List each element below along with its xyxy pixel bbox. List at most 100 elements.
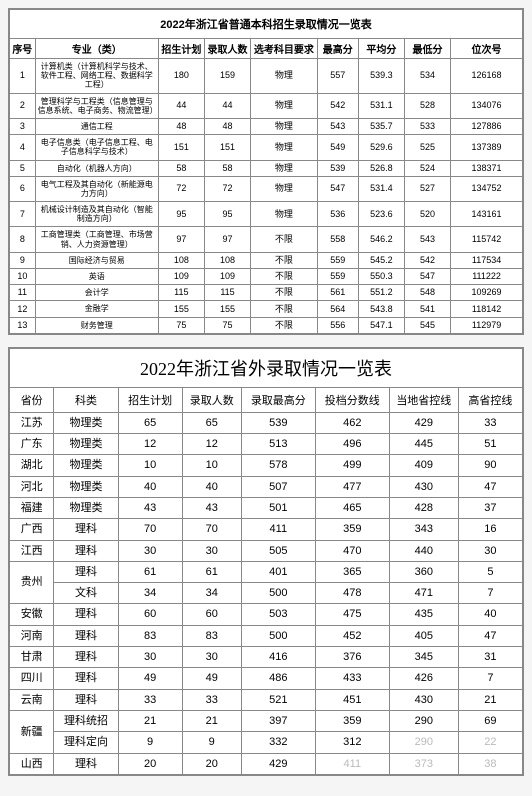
cell: 112979	[451, 317, 523, 333]
cell: 435	[389, 604, 458, 625]
cell: 70	[182, 519, 241, 540]
cell: 40	[118, 476, 182, 497]
cell: 理科	[54, 668, 118, 689]
cell: 英语	[35, 269, 158, 285]
cell: 34	[182, 583, 241, 604]
cell: 451	[315, 689, 389, 710]
cell: 5	[10, 160, 36, 176]
cell: 95	[204, 202, 250, 227]
cell: 69	[458, 710, 522, 731]
table1-col-5: 最高分	[317, 39, 358, 59]
cell: 426	[389, 668, 458, 689]
cell: 75	[204, 317, 250, 333]
cell: 理科	[54, 625, 118, 646]
cell: 58	[158, 160, 204, 176]
table-row: 7机械设计制造及其自动化（智能制造方向）9595物理536523.6520143…	[10, 202, 523, 227]
table-row: 安徽理科606050347543540	[10, 604, 523, 625]
table-row: 四川理科49494864334267	[10, 668, 523, 689]
cell: 44	[158, 93, 204, 118]
cell: 155	[158, 301, 204, 317]
table-row: 甘肃理科303041637634531	[10, 647, 523, 668]
cell: 财务管理	[35, 317, 158, 333]
province-cell: 福建	[10, 497, 54, 518]
province-cell: 贵州	[10, 561, 54, 604]
cell: 312	[315, 732, 389, 753]
cell: 物理类	[54, 455, 118, 476]
cell: 通信工程	[35, 118, 158, 134]
province-cell: 河南	[10, 625, 54, 646]
cell: 7	[458, 668, 522, 689]
cell: 332	[241, 732, 315, 753]
cell: 503	[241, 604, 315, 625]
cell: 501	[241, 497, 315, 518]
cell: 108	[204, 252, 250, 268]
cell: 401	[241, 561, 315, 582]
cell: 30	[118, 540, 182, 561]
cell: 452	[315, 625, 389, 646]
cell: 550.3	[358, 269, 404, 285]
cell: 47	[458, 625, 522, 646]
cell: 478	[315, 583, 389, 604]
cell: 电子信息类（电子信息工程、电子信息科学与技术）	[35, 135, 158, 160]
cell: 109269	[451, 285, 523, 301]
table2: 2022年浙江省外录取情况一览表 省份科类招生计划录取人数录取最高分投档分数线当…	[9, 348, 523, 775]
cell: 4	[10, 135, 36, 160]
table2-col-3: 录取人数	[182, 387, 241, 412]
cell: 37	[458, 497, 522, 518]
cell: 137389	[451, 135, 523, 160]
cell: 6	[10, 176, 36, 201]
cell: 290	[389, 710, 458, 731]
cell: 44	[204, 93, 250, 118]
cell: 33	[118, 689, 182, 710]
cell: 75	[158, 317, 204, 333]
cell: 自动化（机器人方向）	[35, 160, 158, 176]
cell: 127886	[451, 118, 523, 134]
cell: 578	[241, 455, 315, 476]
cell: 物理	[251, 118, 318, 134]
cell: 90	[458, 455, 522, 476]
cell: 97	[158, 227, 204, 252]
cell: 536	[317, 202, 358, 227]
cell: 546.2	[358, 227, 404, 252]
cell: 60	[182, 604, 241, 625]
cell: 557	[317, 59, 358, 94]
table1-col-7: 最低分	[404, 39, 450, 59]
cell: 471	[389, 583, 458, 604]
cell: 542	[404, 252, 450, 268]
cell: 545	[404, 317, 450, 333]
cell: 475	[315, 604, 389, 625]
cell: 31	[458, 647, 522, 668]
cell: 97	[204, 227, 250, 252]
cell: 559	[317, 252, 358, 268]
cell: 548	[404, 285, 450, 301]
table-row: 广东物理类121251349644551	[10, 434, 523, 455]
cell: 95	[158, 202, 204, 227]
cell: 21	[182, 710, 241, 731]
cell: 430	[389, 689, 458, 710]
cell: 72	[204, 176, 250, 201]
cell: 理科统招	[54, 710, 118, 731]
table-row: 湖北物理类101057849940990	[10, 455, 523, 476]
table-row: 8工商管理类（工商管理、市场营销、人力资源管理）9797不限558546.254…	[10, 227, 523, 252]
cell: 83	[118, 625, 182, 646]
cell: 物理	[251, 135, 318, 160]
cell: 535.7	[358, 118, 404, 134]
cell: 409	[389, 455, 458, 476]
table-row: 贵州理科61614013653605	[10, 561, 523, 582]
cell: 65	[182, 412, 241, 433]
province-cell: 甘肃	[10, 647, 54, 668]
table1: 2022年浙江省普通本科招生录取情况一览表 序号专业（类）招生计划录取人数选考科…	[9, 9, 523, 334]
cell: 500	[241, 583, 315, 604]
cell: 529.6	[358, 135, 404, 160]
cell: 物理	[251, 202, 318, 227]
cell: 433	[315, 668, 389, 689]
cell: 48	[158, 118, 204, 134]
cell: 547	[404, 269, 450, 285]
cell: 180	[158, 59, 204, 94]
cell: 33	[458, 412, 522, 433]
cell: 30	[118, 647, 182, 668]
cell: 48	[204, 118, 250, 134]
cell: 343	[389, 519, 458, 540]
cell: 376	[315, 647, 389, 668]
cell: 109	[204, 269, 250, 285]
